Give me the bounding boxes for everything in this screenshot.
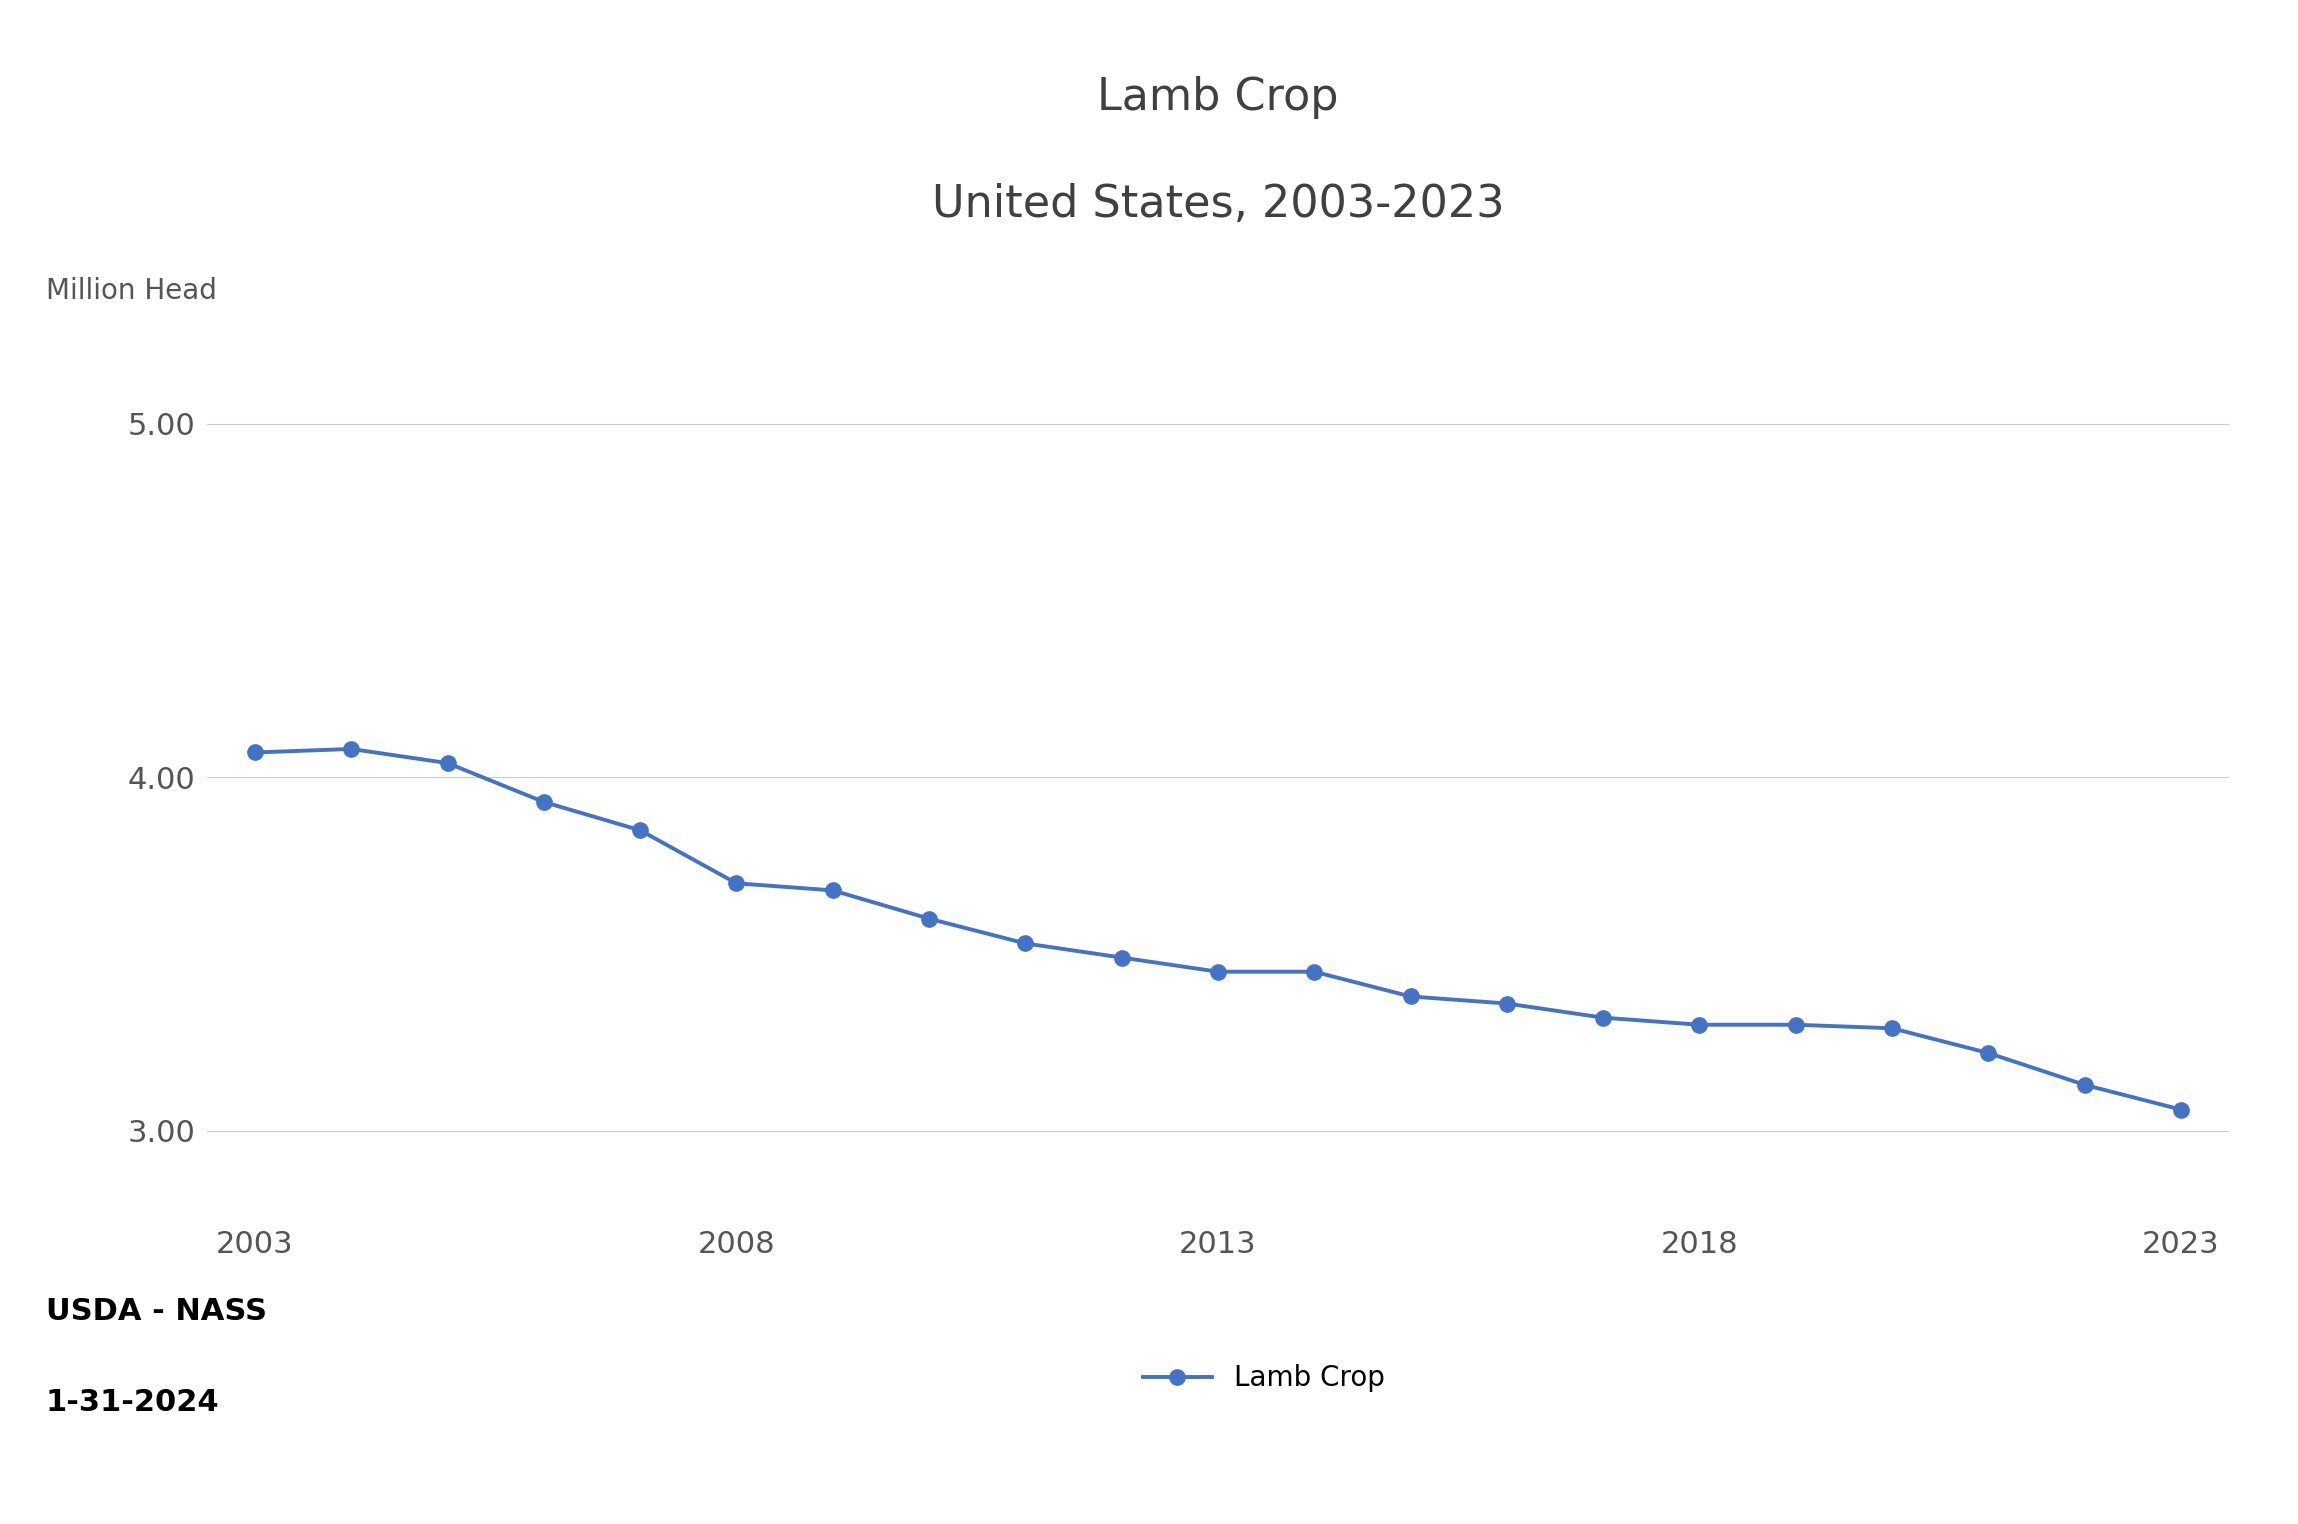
- Lamb Crop: [1397, 988, 1425, 1006]
- Lamb Crop: [1108, 948, 1135, 966]
- Text: USDA - NASS: USDA - NASS: [46, 1297, 267, 1326]
- Lamb Crop: [627, 821, 655, 840]
- Lamb Crop: [1204, 963, 1232, 981]
- Lamb Crop: [1974, 1044, 2002, 1062]
- Lamb Crop: [241, 744, 269, 762]
- Legend: Lamb Crop: Lamb Crop: [1131, 1353, 1397, 1404]
- Text: Million Head: Million Head: [46, 277, 216, 305]
- Lamb Crop: [1011, 934, 1039, 952]
- Line: Lamb Crop: Lamb Crop: [248, 741, 2188, 1117]
- Lamb Crop: [1494, 994, 1521, 1012]
- Lamb Crop: [722, 875, 749, 893]
- Lamb Crop: [2167, 1100, 2195, 1119]
- Lamb Crop: [1877, 1020, 1905, 1038]
- Lamb Crop: [818, 881, 846, 899]
- Lamb Crop: [531, 792, 558, 811]
- Lamb Crop: [434, 754, 462, 773]
- Lamb Crop: [1781, 1015, 1809, 1033]
- Text: 1-31-2024: 1-31-2024: [46, 1388, 221, 1417]
- Lamb Crop: [2070, 1076, 2098, 1094]
- Lamb Crop: [1687, 1015, 1714, 1033]
- Lamb Crop: [338, 739, 365, 757]
- Lamb Crop: [1301, 963, 1328, 981]
- Lamb Crop: [1590, 1009, 1618, 1027]
- Lamb Crop: [915, 910, 942, 928]
- Text: Lamb Crop: Lamb Crop: [1096, 76, 1340, 119]
- Text: United States, 2003-2023: United States, 2003-2023: [931, 183, 1505, 226]
